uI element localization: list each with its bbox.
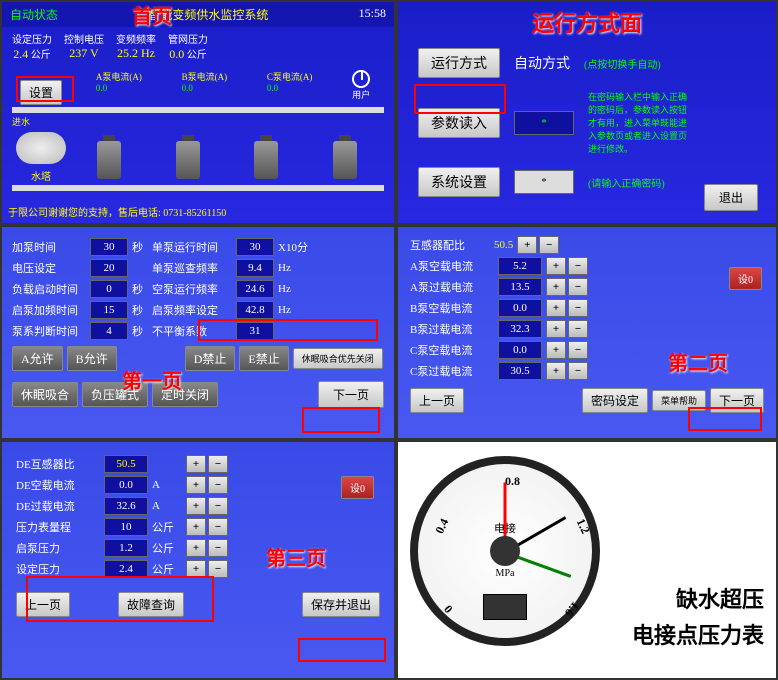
next-button[interactable]: 下一页 (710, 388, 764, 413)
set0-button[interactable]: 设0 (341, 476, 374, 499)
volt-val: 237 V (69, 46, 98, 60)
footer-text: 于限公司谢谢您的支持，售后电话: 0731-85261150 (8, 204, 388, 219)
autohint-text: (点按切换手自动) (584, 56, 661, 71)
pump-icon (97, 141, 121, 179)
freq-val: 25.2 Hz (117, 46, 155, 60)
label-home: 首页 (132, 0, 172, 29)
prev-button[interactable]: 上一页 (16, 592, 70, 617)
automode-text: 自动方式 (514, 53, 570, 73)
pumpc-label: C泵电流(A) (267, 70, 313, 83)
pump-icon (333, 141, 357, 179)
pumpa-label: A泵电流(A) (96, 70, 142, 83)
label-page3: 第三页 (266, 542, 326, 571)
help-button[interactable]: 菜单帮助 (652, 390, 706, 411)
exit-button[interactable]: 退出 (704, 184, 758, 211)
pwset-button[interactable]: 密码设定 (582, 388, 648, 413)
panel-page1: 第一页 加泵时间30秒单泵运行时间30X10分电压设定20单泵巡查频率9.4Hz… (0, 225, 396, 440)
pumpa-val: 0.0 (96, 83, 142, 93)
panel-page3: 第三页 DE互感器比50.5+−DE空载电流0.0A+−DE过载电流32.6A+… (0, 440, 396, 680)
panel-gauge: 0 0.4 0.8 1.2 1.6 电接 MPa 缺水超压 电接点压力表 (396, 440, 778, 680)
pressure-gauge: 0 0.4 0.8 1.2 1.6 电接 MPa (410, 456, 600, 646)
param-note: 在密码输入栏中输入正确的密码后，参数读入按钮才有用，进入菜单既能进入参数页或者进… (588, 90, 688, 155)
pipe-label: 管网压力 (168, 31, 208, 46)
ratio-val: 50.5 (494, 239, 513, 251)
pipe-val: 0.0 (169, 47, 184, 61)
setpress-val: 2.4 (13, 47, 28, 61)
pump-icon (254, 141, 278, 179)
freq-label: 变频频率 (116, 31, 156, 46)
forbid-d-button[interactable]: D禁止 (185, 346, 236, 371)
runmode-button[interactable]: 运行方式 (418, 48, 500, 78)
sleep-button[interactable]: 休眠吸合 (12, 382, 78, 407)
gauge-text1: 缺水超压 (676, 582, 764, 614)
allow-a-button[interactable]: A允许 (12, 346, 63, 371)
allow-b-button[interactable]: B允许 (67, 346, 117, 371)
pumpc-val: 0.0 (267, 83, 313, 93)
inlet-label: 进水 (12, 115, 70, 128)
status-text: 自动状态 (10, 6, 58, 23)
pwhint-text: (请输入正确密码) (588, 175, 665, 190)
param-indicator: * (514, 111, 574, 135)
ratio-label: 互感器配比 (410, 237, 490, 253)
param-button[interactable]: 参数读入 (418, 108, 500, 138)
time-text: 15:58 (359, 6, 386, 23)
pump-icon (176, 141, 200, 179)
setup-button[interactable]: 设置 (20, 80, 62, 105)
setpress-label: 设定压力 (12, 31, 52, 46)
volt-label: 控制电压 (64, 31, 104, 46)
plusminus[interactable]: +− (517, 236, 559, 254)
sleep-help[interactable]: 休眠吸合优先关闭 (293, 348, 383, 369)
set0-button[interactable]: 设0 (729, 267, 762, 290)
panel-home: 首页 自动状态 智能变频供水监控系统 15:58 设定压力2.4 公斤 控制电压… (0, 0, 396, 225)
user-label: 用户 (352, 88, 370, 101)
runmode-title: 运行方式面 (398, 2, 776, 42)
pw-field[interactable]: * (514, 170, 574, 194)
panel-runmode: 运行方式面 运行方式 自动方式 (点按切换手自动) 参数读入 * 在密码输入栏中… (396, 0, 778, 225)
tank-label: 水塔 (12, 168, 70, 183)
fault-button[interactable]: 故障查询 (118, 592, 184, 617)
label-page1: 第一页 (122, 365, 182, 394)
label-page2: 第二页 (668, 347, 728, 376)
next-button[interactable]: 下一页 (318, 381, 384, 408)
pumpb-val: 0.0 (182, 83, 228, 93)
save-button[interactable]: 保存并退出 (302, 592, 380, 617)
pumpb-label: B泵电流(A) (182, 70, 228, 83)
panel-page2: 第二页 互感器配比 50.5 +− A泵空载电流5.2+−A泵过载电流13.5+… (396, 225, 778, 440)
forbid-e-button[interactable]: E禁止 (239, 346, 288, 371)
syssetup-button[interactable]: 系统设置 (418, 167, 500, 197)
prev-button[interactable]: 上一页 (410, 388, 464, 413)
gauge-text2: 电接点压力表 (632, 618, 764, 650)
